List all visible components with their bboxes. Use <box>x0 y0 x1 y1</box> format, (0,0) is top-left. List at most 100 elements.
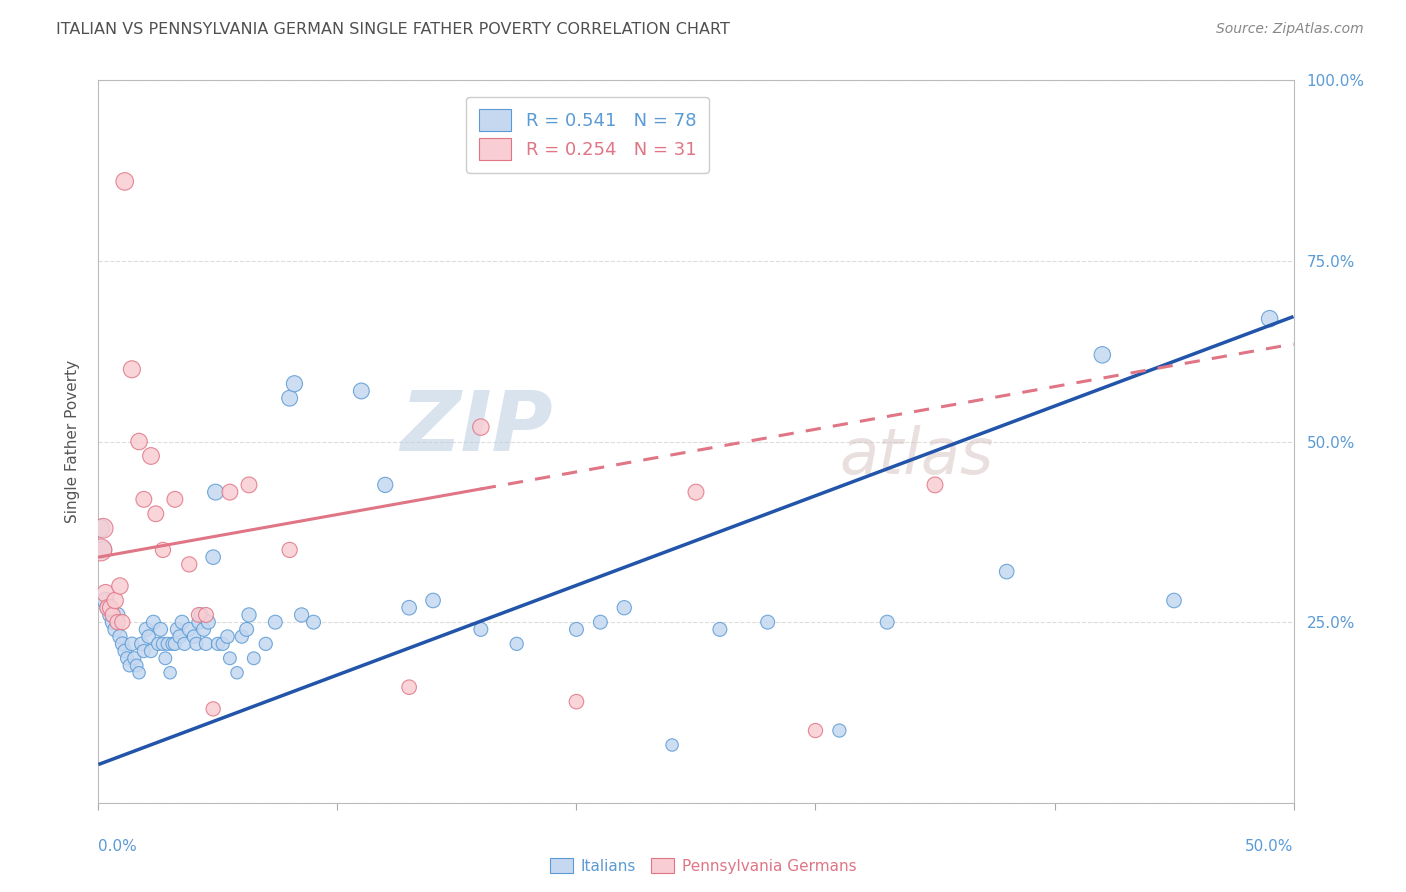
Point <box>91 542 114 557</box>
Text: 0.0%: 0.0% <box>98 838 138 854</box>
Point <box>121 362 143 376</box>
Point <box>350 384 373 398</box>
Point <box>139 449 162 463</box>
Point <box>114 174 136 188</box>
Point <box>97 600 120 615</box>
Point <box>108 630 131 644</box>
Point <box>179 558 201 572</box>
Point <box>135 623 157 637</box>
Point <box>173 637 195 651</box>
Legend: Italians, Pennsylvania Germans: Italians, Pennsylvania Germans <box>544 852 862 880</box>
Point <box>204 485 226 500</box>
Point <box>149 623 172 637</box>
Point <box>235 623 257 637</box>
Point <box>613 600 636 615</box>
Point <box>202 550 225 565</box>
Point <box>470 420 492 434</box>
Point <box>142 615 165 630</box>
Point <box>111 637 134 651</box>
Point <box>108 579 131 593</box>
Point <box>243 651 266 665</box>
Point <box>374 478 396 492</box>
Legend: R = 0.541   N = 78, R = 0.254   N = 31: R = 0.541 N = 78, R = 0.254 N = 31 <box>465 96 709 173</box>
Point <box>163 637 186 651</box>
Point <box>132 644 155 658</box>
Point <box>138 630 160 644</box>
Point <box>422 593 444 607</box>
Point <box>291 607 314 622</box>
Point <box>152 542 174 557</box>
Point <box>90 542 112 557</box>
Point <box>166 623 188 637</box>
Point <box>226 665 249 680</box>
Point <box>115 651 138 665</box>
Point <box>565 695 588 709</box>
Point <box>238 607 260 622</box>
Point <box>924 478 946 492</box>
Point <box>264 615 287 630</box>
Point <box>278 542 301 557</box>
Point <box>155 651 177 665</box>
Point <box>470 623 492 637</box>
Point <box>104 593 127 607</box>
Point <box>101 615 124 630</box>
Point <box>661 738 683 752</box>
Point <box>190 607 212 622</box>
Point <box>107 615 129 630</box>
Text: atlas: atlas <box>839 425 994 487</box>
Point <box>187 615 209 630</box>
Point <box>125 658 148 673</box>
Point <box>876 615 898 630</box>
Point <box>995 565 1018 579</box>
Text: 50.0%: 50.0% <box>1246 838 1294 854</box>
Point <box>169 630 191 644</box>
Point <box>124 651 146 665</box>
Point <box>98 600 122 615</box>
Point <box>101 607 124 622</box>
Point <box>1163 593 1185 607</box>
Point <box>283 376 305 391</box>
Y-axis label: Single Father Poverty: Single Father Poverty <box>65 360 80 523</box>
Point <box>219 485 242 500</box>
Point <box>1258 311 1281 326</box>
Point <box>398 680 420 694</box>
Point <box>804 723 827 738</box>
Point <box>187 607 209 622</box>
Point <box>98 607 122 622</box>
Point <box>278 391 301 405</box>
Point <box>709 623 731 637</box>
Point <box>1091 348 1114 362</box>
Point <box>114 644 136 658</box>
Point <box>398 600 420 615</box>
Point <box>131 637 153 651</box>
Text: ZIP: ZIP <box>399 386 553 467</box>
Point <box>94 593 117 607</box>
Point <box>91 521 114 535</box>
Point <box>132 492 155 507</box>
Point <box>145 507 167 521</box>
Point <box>565 623 588 637</box>
Point <box>128 434 150 449</box>
Point <box>685 485 707 500</box>
Point <box>104 623 127 637</box>
Point <box>231 630 253 644</box>
Point <box>159 665 181 680</box>
Point <box>183 630 205 644</box>
Point <box>828 723 851 738</box>
Point <box>238 478 260 492</box>
Point <box>202 702 225 716</box>
Point <box>128 665 150 680</box>
Point <box>195 637 218 651</box>
Text: Source: ZipAtlas.com: Source: ZipAtlas.com <box>1216 22 1364 37</box>
Point <box>172 615 194 630</box>
Point <box>97 600 120 615</box>
Point <box>111 615 134 630</box>
Point <box>163 492 186 507</box>
Point <box>217 630 239 644</box>
Point <box>197 615 219 630</box>
Point <box>94 586 117 600</box>
Point <box>90 521 112 535</box>
Point <box>148 637 170 651</box>
Point <box>756 615 779 630</box>
Point <box>118 658 141 673</box>
